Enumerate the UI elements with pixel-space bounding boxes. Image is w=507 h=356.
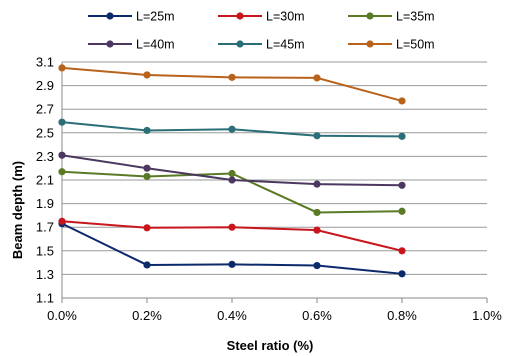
data-point	[58, 151, 66, 159]
data-point	[228, 176, 236, 184]
y-tick-labels: 1.1 1.3 1.5 1.7 1.9 2.1 2.3 2.5 2.7 2.9 3.1	[36, 55, 54, 306]
x-tick-label: 0.6%	[302, 308, 332, 323]
data-point	[228, 125, 236, 133]
series-l-30m	[58, 217, 406, 255]
legend-item: L=45m	[218, 38, 305, 52]
data-point	[143, 126, 151, 135]
gridlines	[62, 61, 487, 299]
legend-label: L=50m	[396, 38, 435, 52]
x-tick-label: 0.4%	[217, 308, 247, 323]
x-tick-label: 1.0%	[472, 308, 502, 323]
legend-label: L=25m	[136, 10, 175, 24]
data-point	[58, 168, 66, 176]
series-line	[61, 66, 403, 102]
axes	[61, 62, 488, 303]
series-l-35m	[58, 168, 406, 217]
data-point	[398, 97, 406, 105]
data-point	[143, 261, 151, 269]
y-tick-label: 1.7	[36, 220, 54, 235]
legend: L=25m L=30m L=35m L=40m L=45m L=50m	[88, 10, 435, 52]
legend-label: L=35m	[396, 10, 435, 24]
data-point	[398, 270, 406, 278]
data-point	[143, 172, 151, 181]
x-axis-title: Steel ratio (%)	[227, 338, 314, 353]
data-point	[228, 73, 236, 81]
data-point	[143, 71, 151, 79]
y-tick-label: 1.3	[36, 267, 54, 282]
y-tick-label: 1.9	[36, 196, 54, 211]
data-point	[143, 224, 151, 232]
data-point	[398, 132, 406, 140]
y-tick-label: 1.1	[36, 291, 54, 306]
series-l-45m	[58, 118, 406, 140]
y-tick-label: 2.7	[36, 102, 54, 117]
legend-swatch-marker	[236, 40, 244, 48]
data-point	[58, 64, 66, 72]
legend-swatch-marker	[366, 40, 374, 48]
legend-item: L=30m	[218, 10, 305, 24]
legend-item: L=35m	[348, 10, 435, 24]
series-lines	[58, 64, 406, 278]
data-point	[313, 226, 321, 234]
legend-label: L=30m	[266, 10, 305, 24]
x-tick-labels: 0.0% 0.2% 0.4% 0.6% 0.8% 1.0%	[47, 308, 502, 323]
legend-swatch-marker	[366, 12, 374, 20]
data-point	[58, 118, 66, 126]
legend-swatch-marker	[236, 12, 244, 20]
data-point	[313, 208, 321, 217]
legend-item: L=25m	[88, 10, 175, 24]
y-axis-title: Beam depth (m)	[10, 161, 25, 259]
y-tick-label: 3.1	[36, 55, 54, 70]
y-tick-label: 2.9	[36, 78, 54, 93]
x-tick-label: 0.2%	[132, 308, 162, 323]
y-tick-label: 2.5	[36, 125, 54, 140]
data-point	[228, 169, 236, 178]
y-tick-label: 2.1	[36, 173, 54, 188]
data-point	[228, 260, 236, 268]
data-point	[228, 223, 236, 231]
data-point	[313, 180, 321, 188]
data-point	[398, 207, 406, 215]
data-point	[313, 132, 321, 140]
series-l-50m	[58, 64, 406, 105]
data-point	[398, 181, 406, 189]
legend-label: L=45m	[266, 38, 305, 52]
series-l-40m	[58, 151, 406, 189]
y-tick-label: 1.5	[36, 243, 54, 258]
data-point	[143, 164, 151, 172]
data-point	[58, 217, 66, 225]
y-tick-label: 2.3	[36, 149, 54, 164]
legend-item: L=50m	[348, 38, 435, 52]
legend-swatch-marker	[106, 40, 114, 48]
data-point	[398, 247, 406, 255]
legend-swatch-marker	[106, 12, 114, 20]
x-tick-label: 0.8%	[387, 308, 417, 323]
legend-label: L=40m	[136, 38, 175, 52]
x-tick-label: 0.0%	[47, 308, 77, 323]
data-point	[313, 74, 321, 82]
legend-item: L=40m	[88, 38, 175, 52]
data-point	[313, 261, 321, 270]
